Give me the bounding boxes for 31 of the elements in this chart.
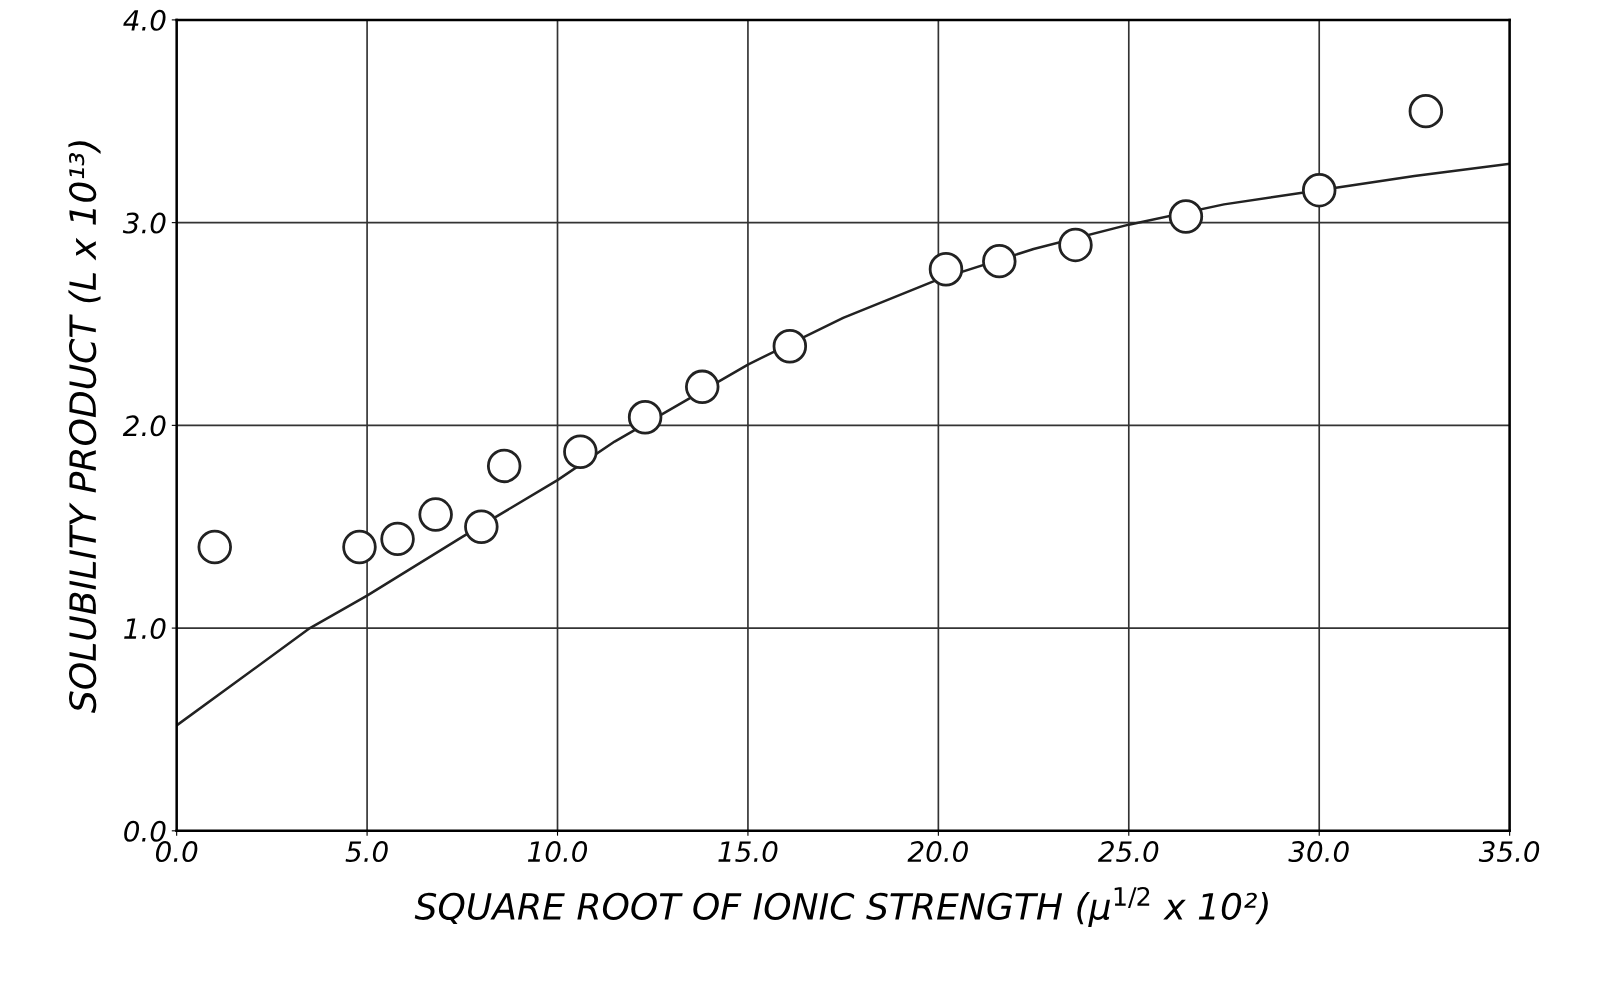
y-tick-label: 1.0	[124, 618, 166, 640]
x-tick-label: 25.0	[1097, 841, 1159, 863]
x-tick-label: 15.0	[718, 841, 778, 863]
x-tick-label: 0.0	[155, 841, 198, 863]
x-tick-label: 35.0	[1478, 841, 1540, 863]
point	[772, 329, 808, 364]
y-tick-label: 0.0	[124, 820, 166, 842]
y-tick-label: 4.0	[123, 9, 166, 31]
point	[1408, 93, 1444, 129]
point	[197, 529, 232, 565]
point	[486, 448, 522, 484]
y-axis-title: SOLUBILITY PRODUCT (L x 10¹³)	[68, 141, 101, 713]
point	[928, 252, 964, 287]
point	[1168, 199, 1204, 234]
point	[982, 243, 1017, 279]
point	[380, 521, 415, 557]
point	[563, 434, 598, 469]
point	[627, 400, 663, 435]
point	[685, 369, 720, 405]
point	[1058, 227, 1093, 263]
x-tick-label: 20.0	[907, 841, 968, 863]
point	[1301, 172, 1337, 208]
point	[342, 529, 377, 565]
y-tick-label: 3.0	[122, 212, 166, 234]
y-tick-label: 2.0	[122, 415, 166, 437]
x-tick-label: 5.0	[345, 841, 388, 863]
x-tick-label: 30.0	[1288, 841, 1349, 863]
x-tick-label: 10.0	[527, 841, 588, 863]
point	[418, 497, 453, 532]
x-axis-title: SQUARE ROOT OF IONIC STRENGTH (μ$^{1/2}$ x 10²)	[414, 886, 1268, 927]
point	[464, 509, 499, 544]
